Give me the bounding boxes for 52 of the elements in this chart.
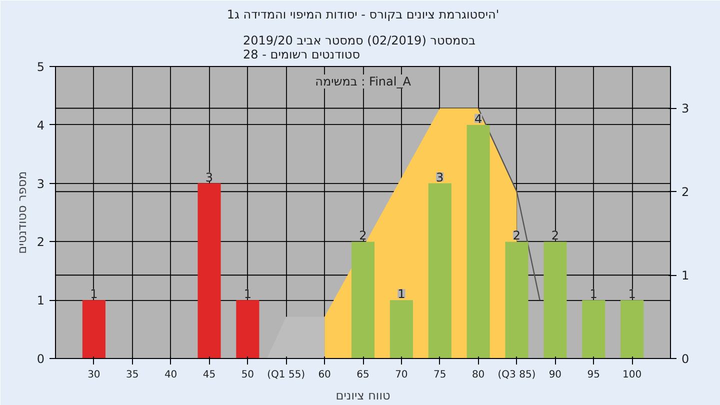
bar: [351, 242, 375, 358]
y-tick-label: 0: [36, 352, 45, 366]
data-label: 1: [398, 287, 406, 302]
bar: [544, 242, 567, 358]
chart-title: היסטוגרמת ציונים בקורס - יסודות המיפוי והמדידה ג1': [226, 8, 500, 22]
x-tick-label: 45: [202, 370, 216, 380]
y-tick-label: 2: [36, 235, 45, 250]
x-tick-label: 100: [622, 370, 642, 380]
bar: [198, 183, 221, 358]
y2-tick-label: 3: [682, 102, 690, 116]
y-tick-label: 3: [36, 176, 45, 191]
y-tick-label: 1: [36, 294, 45, 308]
data-label: 3: [205, 170, 214, 184]
x-tick-label: 35: [126, 370, 139, 380]
bar: [82, 300, 106, 358]
x-axis-title: טווח ציונים: [336, 388, 390, 402]
data-label: 1: [628, 287, 636, 302]
data-label: 2: [359, 228, 367, 243]
bar: [620, 300, 644, 358]
bar: [428, 183, 452, 358]
data-label: 1: [90, 287, 98, 302]
bar: [236, 300, 260, 358]
x-tick-label: 80: [472, 370, 485, 380]
data-label: 2: [551, 228, 560, 243]
annotation: במשימה : Final_A: [315, 74, 412, 88]
y2-tick-label: 1: [682, 268, 690, 283]
x-tick-label: 75: [434, 370, 446, 380]
x-tick-label: 65: [356, 370, 370, 380]
x-tick-label: 90: [548, 370, 562, 380]
x-tick-label: 70: [395, 370, 408, 380]
x-tick-label: 40: [164, 370, 178, 380]
x-tick-label: 30: [88, 370, 100, 380]
x-tick-label: 60: [318, 370, 331, 380]
bar: [582, 300, 606, 358]
x-tick-label: (Q1 55): [267, 370, 306, 380]
chart-subtitle: בסמסטר (02/2019) סמסטר אביב 2019/20 סטודנטים רשומים - 28: [242, 34, 476, 62]
x-tick-label: (Q3 85): [498, 370, 536, 380]
y-tick-label: 4: [36, 118, 45, 132]
y2-tick-label: 2: [682, 185, 690, 200]
data-label: 2: [512, 228, 521, 243]
y2-tick-label: 0: [682, 352, 690, 366]
data-label: 1: [590, 287, 598, 302]
x-tick-label: 95: [587, 370, 600, 380]
data-label: 1: [244, 287, 252, 302]
bar: [466, 124, 490, 358]
bar: [505, 242, 528, 358]
data-label: 3: [436, 170, 444, 184]
y-tick-label: 5: [36, 60, 45, 74]
x-tick-label: 50: [241, 370, 254, 380]
data-label: 4: [474, 112, 482, 126]
bar: [390, 300, 413, 358]
y-axis-title: מספר סטודנטים: [14, 171, 29, 254]
